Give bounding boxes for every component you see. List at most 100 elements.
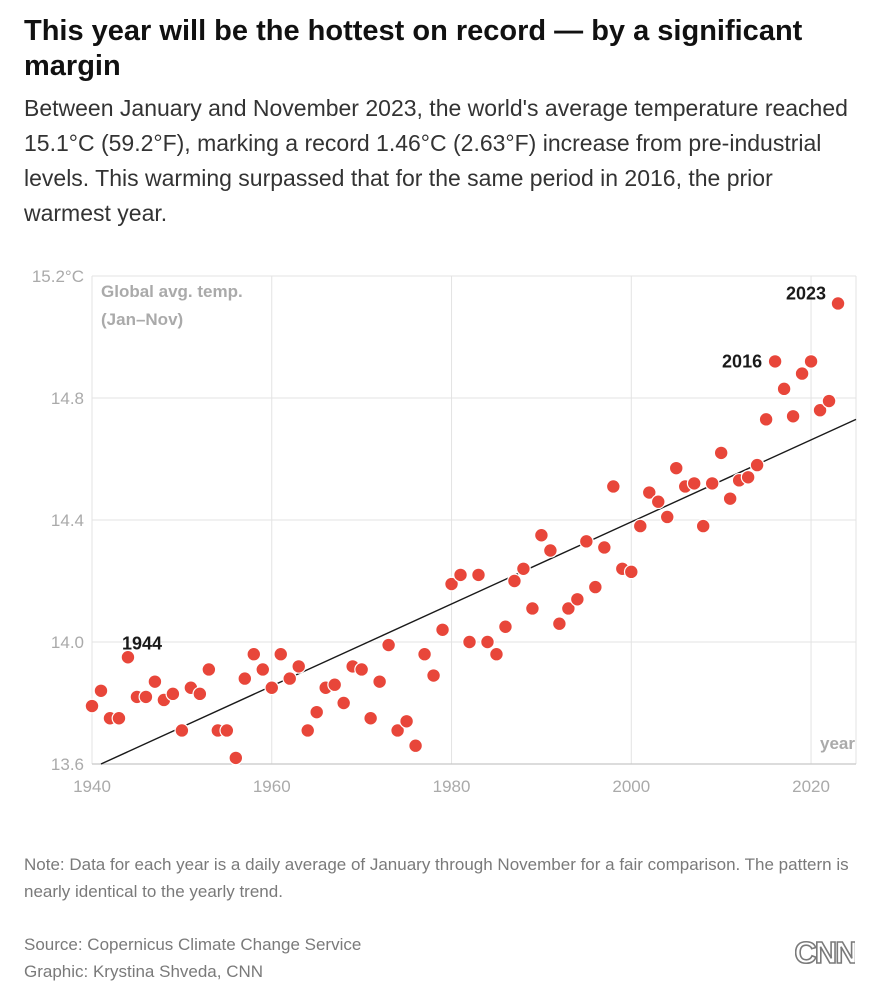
data-point [498, 619, 513, 635]
data-point [462, 634, 477, 650]
data-point [435, 622, 450, 638]
annotations: 1944 2016 2023 [122, 283, 826, 653]
data-point [408, 738, 423, 754]
data-point [821, 393, 837, 409]
data-point [767, 353, 783, 369]
y-axis-label-line-2: (Jan–Nov) [101, 310, 183, 329]
data-point [381, 637, 397, 653]
data-point [282, 671, 298, 687]
data-point [632, 518, 648, 534]
grid [91, 275, 857, 765]
data-point [219, 723, 235, 738]
data-point [201, 662, 217, 677]
x-tick-label: 1960 [253, 777, 291, 796]
data-point [605, 479, 621, 494]
data-point [686, 475, 702, 491]
data-point [273, 646, 289, 662]
data-point [111, 710, 127, 726]
x-tick-label: 1940 [73, 777, 111, 796]
data-point [794, 366, 810, 381]
data-point [300, 723, 316, 738]
data-point [587, 579, 603, 595]
data-point [399, 713, 414, 729]
data-point [372, 674, 388, 690]
data-point [84, 698, 100, 714]
axis-ticks: 13.6 14.0 14.4 14.8 15.2°C 1940 1960 1980 2000 20… [32, 267, 830, 796]
y-tick-label: 14.4 [51, 511, 84, 530]
data-point [228, 750, 244, 766]
data-point [255, 662, 271, 677]
data-point [120, 649, 136, 665]
data-point [192, 686, 208, 702]
data-point [417, 646, 432, 662]
data-point [426, 668, 441, 683]
source-text: Source: Copernicus Climate Change Servic… [24, 935, 362, 954]
data-point [785, 408, 801, 424]
cnn-logo-text: CNN [795, 935, 855, 970]
chart-title: This year will be the hottest on record … [24, 15, 803, 82]
y-axis-label-line-1: Global avg. temp. [101, 282, 243, 301]
scatter-chart: 13.6 14.0 14.4 14.8 15.2°C 1940 1960 1980 2000 20… [32, 267, 857, 796]
data-point [543, 543, 558, 558]
chart-subtitle: Between January and November 2023, the w… [24, 95, 848, 226]
data-point [722, 491, 738, 507]
data-point [830, 296, 846, 311]
x-tick-label: 1980 [433, 777, 471, 796]
data-point [525, 601, 540, 616]
data-point [758, 411, 774, 427]
data-point [740, 469, 756, 485]
data-point [776, 381, 792, 397]
data-point [489, 646, 504, 662]
data-point [668, 460, 684, 476]
data-point [336, 695, 352, 711]
data-point [803, 353, 819, 369]
data-point [309, 704, 325, 720]
data-point [695, 518, 711, 534]
data-point [390, 723, 406, 738]
source-credit: Source: Copernicus Climate Change Servic… [24, 931, 361, 985]
annotation-label: 2016 [722, 351, 762, 371]
data-point [551, 616, 567, 632]
data-point [138, 689, 154, 705]
y-tick-label: 14.0 [51, 633, 84, 652]
data-point [93, 683, 109, 699]
data-point [471, 567, 486, 583]
footnote: Note: Data for each year is a daily aver… [24, 855, 849, 901]
data-point [516, 561, 531, 577]
y-tick-label: 15.2°C [32, 267, 84, 286]
data-point [569, 591, 585, 607]
data-point [650, 494, 666, 510]
data-point [560, 601, 576, 616]
data-point [444, 576, 459, 592]
data-point [174, 723, 190, 738]
trend-line [100, 418, 857, 765]
x-tick-label: 2020 [792, 777, 830, 796]
data-point [812, 402, 828, 418]
x-tick-label: 2000 [612, 777, 650, 796]
trend [100, 418, 857, 765]
data-point [641, 485, 657, 500]
data-point [264, 680, 280, 696]
data-point [480, 634, 495, 650]
data-point [246, 646, 262, 662]
data-point [578, 533, 594, 549]
data-point [237, 671, 253, 687]
data-point [659, 509, 675, 525]
graphic-credit: Graphic: Krystina Shveda, CNN [24, 962, 264, 981]
data-point [363, 710, 379, 726]
y-tick-label: 14.8 [51, 389, 84, 408]
data-point [713, 445, 729, 461]
data-point [165, 686, 181, 702]
data-point [507, 573, 522, 589]
x-axis-label: year [820, 734, 855, 753]
data-point [596, 540, 612, 555]
annotation-label: 1944 [122, 633, 162, 653]
data-point [327, 677, 343, 693]
data-point [147, 674, 163, 690]
data-point [453, 567, 468, 583]
cnn-logo: CNN [795, 934, 855, 970]
data-point [749, 457, 765, 473]
data-point [623, 564, 639, 580]
data-point [291, 659, 307, 674]
data-point [704, 475, 720, 491]
